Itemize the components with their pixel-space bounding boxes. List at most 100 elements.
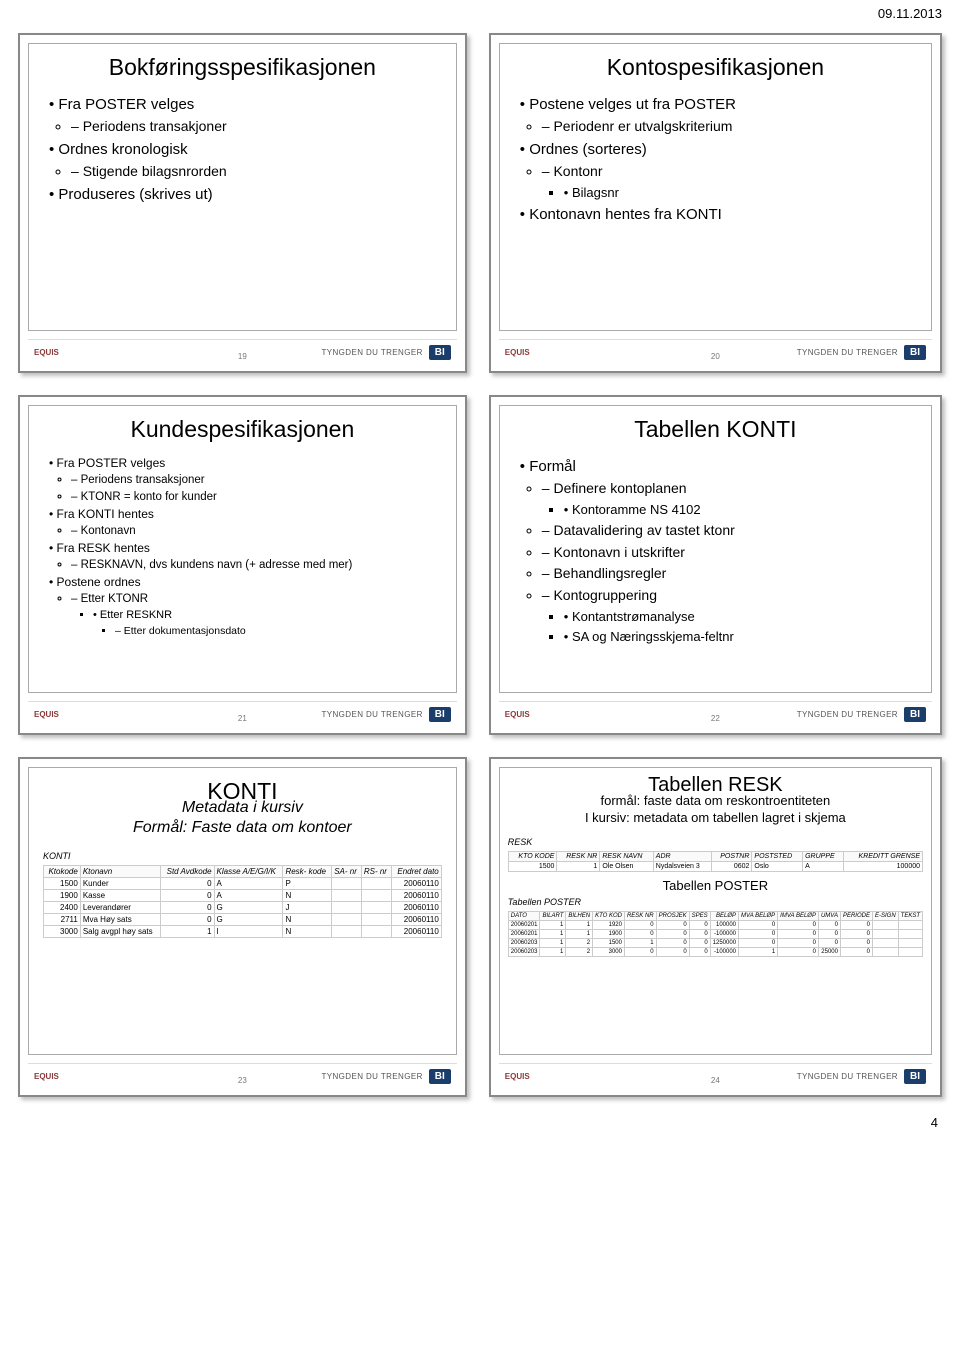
slide-konti-metadata: KONTI Metadata i kursiv Formål: Faste da… [18,757,467,1097]
table-cell [872,948,898,957]
table-row: 3000Salg avgpl høy sats1IN20060110 [44,926,442,938]
slide-number: 22 [711,714,720,723]
bullet: Kontantstrømanalyse [564,607,917,627]
table-cell: 0 [689,930,710,939]
bullet: Etter RESKNR Etter dokumentasjonsdato [93,608,442,639]
table-cell: 20060203 [508,939,540,948]
column-header: RESK NR [624,912,656,921]
resk-table: KTO KODERESK NRRESK NAVNADRPOSTNRPOSTSTE… [508,851,923,872]
table-cell: 0 [818,930,840,939]
slide-footer: EQUIS 20 TYNGDEN DU TRENGERBI [499,339,932,363]
konti-table: KtokodeKtonavnStd AvdkodeKlasse A/E/G/I/… [43,865,442,938]
bullet: Periodens transaksjoner [71,472,442,489]
table-cell: 1 [540,921,566,930]
table-cell: 25000 [818,948,840,957]
table-cell [361,878,391,890]
column-header: Resk- kode [283,866,332,878]
table-cell: 1500 [44,878,81,890]
footer-tagline: TYNGDEN DU TRENGER [321,1072,422,1081]
column-header: Std Avdkode [161,866,215,878]
bullet: Fra POSTER velges Periodens transaksjone… [49,455,442,506]
bi-logo: BI [429,1069,451,1084]
bullet: Etter dokumentasjonsdato [115,624,442,639]
bullet: Postene ordnes Etter KTONR Etter RESKNR … [49,574,442,639]
bullet: KTONR = konto for kunder [71,489,442,506]
bullet: Formål Definere kontoplanen Kontoramme N… [520,455,917,647]
slide-tabellen-konti: Tabellen KONTI Formål Definere kontoplan… [489,395,942,735]
bullet: SA og Næringsskjema-feltnr [564,627,917,647]
column-header: RESK NR [557,852,600,862]
table-cell: 0 [840,939,872,948]
table-cell: 20060110 [391,926,441,938]
table-cell: 0 [624,930,656,939]
column-header: GRUPPE [803,852,844,862]
column-header: UMVA [818,912,840,921]
table-cell [332,926,362,938]
table-cell [361,902,391,914]
bullet: Ordnes (sorteres) Kontonr Bilagsnr [520,138,917,203]
table-cell: 0 [161,878,215,890]
table-cell: 100000 [844,862,923,872]
table-cell: N [283,890,332,902]
column-header: DATO [508,912,540,921]
table-cell: 3000 [44,926,81,938]
slide-footer: EQUIS 24 TYNGDEN DU TRENGERBI [499,1063,932,1087]
column-header: KTO KODE [508,852,557,862]
column-header: BILART [540,912,566,921]
table-cell: 1 [557,862,600,872]
table-cell: 0 [624,948,656,957]
table-cell: A [214,890,283,902]
column-header: Klasse A/E/G/I/K [214,866,283,878]
table-cell: 0 [656,921,689,930]
column-header: RS- nr [361,866,391,878]
table-cell [898,939,922,948]
bullet: Kontogruppering Kontantstrømanalyse SA o… [542,585,917,647]
table-cell [898,948,922,957]
table-cell: 0 [778,921,819,930]
bullet: Behandlingsregler [542,563,917,585]
table-cell: 20060110 [391,914,441,926]
slide-kontospes: Kontospesifikasjonen Postene velges ut f… [489,33,942,373]
column-header: PROSJEK [656,912,689,921]
table-cell [361,914,391,926]
column-header: TEKST [898,912,922,921]
table-cell: Ole Olsen [600,862,653,872]
column-header: KREDITT GRENSE [844,852,923,862]
table-cell: Salg avgpl høy sats [80,926,160,938]
table-cell: Oslo [752,862,803,872]
table-cell: 0 [840,921,872,930]
table-cell: 2400 [44,902,81,914]
table-cell: Leverandører [80,902,160,914]
table-cell: 1900 [593,930,625,939]
table-cell [332,914,362,926]
column-header: SPES [689,912,710,921]
bullet: Ordnes kronologisk Stigende bilagsnrorde… [49,138,442,183]
table-cell: 20060201 [508,921,540,930]
footer-tagline: TYNGDEN DU TRENGER [797,710,898,719]
table-cell: 1900 [44,890,81,902]
table-cell: 20060203 [508,948,540,957]
bullet: Fra POSTER velges Periodens transakjoner [49,93,442,138]
table-cell: Kunder [80,878,160,890]
bullet: Definere kontoplanen Kontoramme NS 4102 [542,478,917,520]
bullet: Kontonavn [71,523,442,540]
bi-logo: BI [904,1069,926,1084]
bullet: Datavalidering av tastet ktonr [542,520,917,542]
bi-logo: BI [429,345,451,360]
table-cell: 0 [778,930,819,939]
table-cell: P [283,878,332,890]
table-row: 20060203123000000-10000010250000 [508,948,922,957]
column-header: BELØP [710,912,738,921]
table-cell: 20060110 [391,890,441,902]
equis-logo: EQUIS [505,710,530,719]
footer-tagline: TYNGDEN DU TRENGER [321,348,422,357]
table-cell: A [214,878,283,890]
table-cell: 1 [566,921,593,930]
table-row: 2400Leverandører0GJ20060110 [44,902,442,914]
table-cell: 1920 [593,921,625,930]
column-header: RESK NAVN [600,852,653,862]
table-cell: 0 [656,948,689,957]
table-cell [872,939,898,948]
bullet: Kontoramme NS 4102 [564,500,917,520]
footer-tagline: TYNGDEN DU TRENGER [797,1072,898,1081]
